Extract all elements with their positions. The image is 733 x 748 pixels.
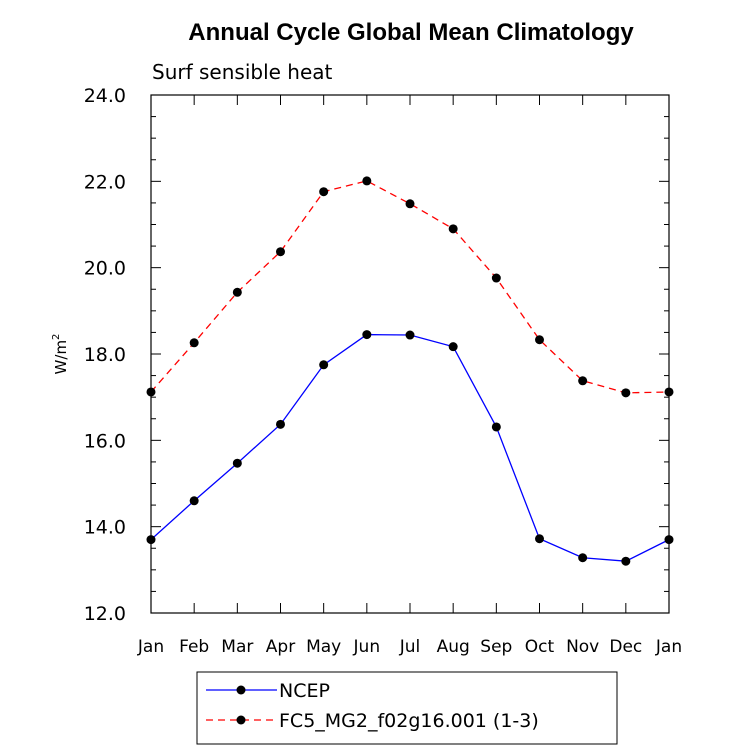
axis-ticks	[150, 94, 670, 614]
x-tick-label: Jan	[655, 637, 682, 657]
x-tick-label: Jun	[353, 637, 381, 657]
series-2-point	[448, 224, 458, 234]
series-1-point	[491, 422, 501, 432]
series-layer	[146, 176, 674, 566]
series-1-point	[535, 534, 544, 544]
x-tick-label: Mar	[221, 637, 253, 657]
series-2-point	[362, 176, 372, 186]
series-2-point	[664, 387, 674, 397]
x-tick-label: Jul	[399, 637, 421, 657]
y-axis-label: W/m2	[51, 334, 70, 375]
y-tick-label: 22.0	[84, 171, 126, 193]
chart-subtitle: Surf sensible heat	[152, 60, 333, 84]
series-2-point	[189, 338, 199, 348]
series-line-2	[150, 180, 670, 394]
x-tick-label: Nov	[566, 637, 599, 657]
svg-text:W/m2: W/m2	[51, 334, 70, 375]
series-2-point	[621, 388, 631, 398]
series-2-point	[491, 273, 501, 283]
series-1-point	[232, 458, 242, 468]
plot-frame	[150, 94, 670, 614]
y-axis-label-superscript: 2	[51, 334, 62, 340]
series-1-point	[362, 330, 372, 340]
series-2-point	[146, 387, 156, 397]
series-1-point	[578, 553, 588, 563]
legend-box	[196, 671, 618, 745]
legend: NCEP FC5_MG2_f02g16.001 (1-3)	[206, 680, 539, 732]
series-2-point	[405, 199, 415, 209]
y-tick-labels: 12.0 14.0 16.0 18.0 20.0 22.0 24.0	[84, 85, 126, 625]
legend-label-1: NCEP	[279, 680, 330, 702]
x-tick-label: Jan	[137, 637, 164, 657]
series-1-point	[319, 360, 329, 370]
y-tick-label: 14.0	[84, 517, 126, 539]
chart-title: Annual Cycle Global Mean Climatology	[188, 19, 634, 46]
series-1-point	[276, 419, 285, 429]
y-tick-label: 20.0	[84, 258, 126, 280]
x-tick-label: Aug	[437, 637, 470, 657]
series-1-point	[664, 535, 674, 545]
legend-marker-2	[236, 715, 246, 725]
series-1-point	[448, 342, 458, 352]
x-tick-label: May	[306, 637, 341, 657]
y-tick-label: 12.0	[84, 603, 126, 625]
legend-marker-1	[236, 685, 246, 695]
series-1-point	[621, 556, 631, 566]
series-2-point	[232, 287, 242, 297]
series-line-1	[150, 333, 670, 562]
x-tick-label: Sep	[480, 637, 512, 657]
series-1-point	[146, 535, 156, 545]
x-tick-label: Feb	[179, 637, 209, 657]
legend-label-2: FC5_MG2_f02g16.001 (1-3)	[279, 710, 539, 732]
series-1-point	[405, 330, 415, 340]
series-2-point	[276, 247, 285, 257]
series-2-point	[578, 376, 588, 386]
x-tick-label: Dec	[609, 637, 642, 657]
series-1-point	[189, 496, 199, 506]
x-tick-labels: Jan Feb Mar Apr May Jun Jul Aug Sep Oct Nov Dec Jan	[137, 637, 682, 657]
y-axis-label-text: W/m	[52, 340, 70, 375]
y-tick-label: 16.0	[84, 430, 126, 452]
y-tick-label: 18.0	[84, 344, 126, 366]
x-tick-label: Apr	[266, 637, 295, 657]
series-2-point	[319, 187, 329, 197]
x-tick-label: Oct	[525, 637, 555, 657]
y-tick-label: 24.0	[84, 85, 126, 107]
series-2-point	[535, 335, 544, 345]
